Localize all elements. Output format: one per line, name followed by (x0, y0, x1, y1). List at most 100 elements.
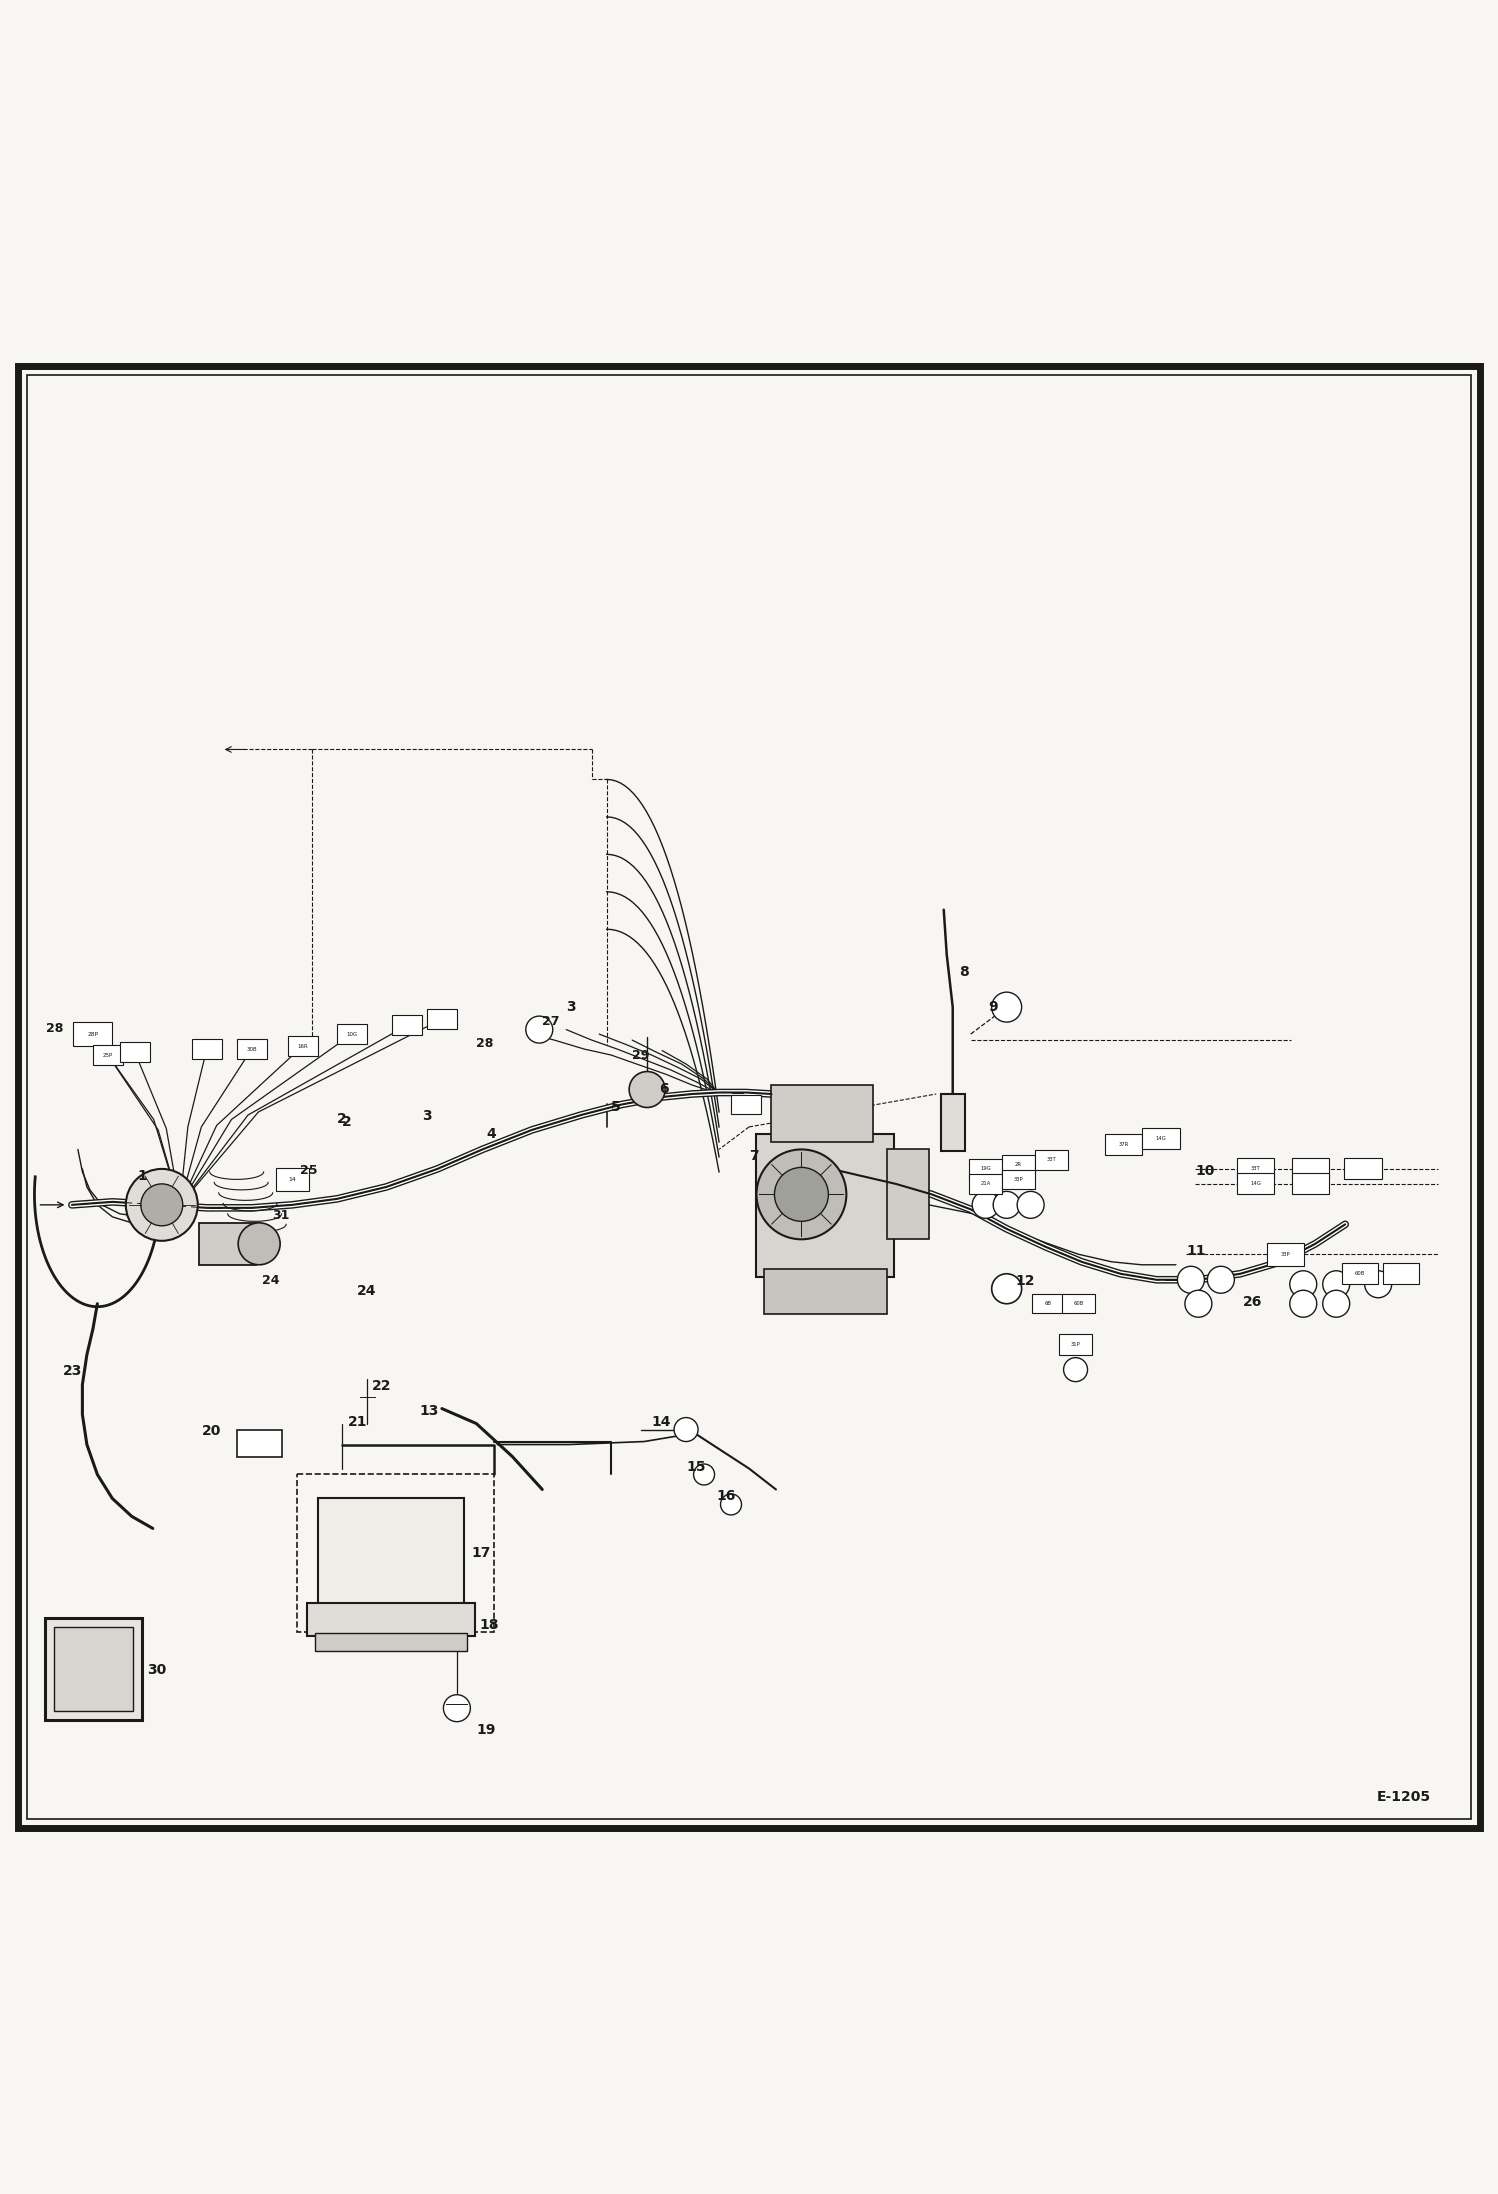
Text: 21A: 21A (981, 1180, 990, 1187)
Bar (315, 1632, 467, 1652)
Circle shape (721, 1494, 742, 1514)
Text: 27: 27 (542, 1014, 560, 1027)
Text: 23: 23 (63, 1365, 82, 1378)
Circle shape (992, 992, 1022, 1022)
Bar (237, 1430, 282, 1457)
Text: 25P: 25P (103, 1053, 112, 1058)
Bar (731, 1095, 761, 1115)
Circle shape (993, 1191, 1020, 1218)
Bar (1342, 1264, 1378, 1283)
Text: 2: 2 (337, 1112, 348, 1126)
Bar (73, 1022, 112, 1047)
Text: 22: 22 (372, 1378, 391, 1393)
Bar (1059, 1334, 1092, 1354)
Text: 10G: 10G (346, 1031, 358, 1036)
Text: 14: 14 (652, 1415, 671, 1428)
Bar (45, 1619, 142, 1720)
Bar (941, 1095, 965, 1152)
Text: 19G: 19G (980, 1167, 992, 1172)
Bar (1002, 1154, 1035, 1174)
Text: 12: 12 (1016, 1275, 1035, 1288)
Bar (1002, 1169, 1035, 1189)
Circle shape (238, 1222, 280, 1264)
Text: 1: 1 (138, 1169, 148, 1183)
Text: 21: 21 (348, 1415, 367, 1428)
Text: 6: 6 (659, 1082, 668, 1097)
Bar (1383, 1264, 1419, 1283)
Bar (1291, 1174, 1330, 1194)
Text: 16R: 16R (297, 1044, 309, 1049)
Bar (1345, 1158, 1383, 1180)
Circle shape (526, 1016, 553, 1042)
Bar (192, 1040, 222, 1060)
Text: 25: 25 (300, 1165, 318, 1178)
Circle shape (443, 1694, 470, 1722)
Text: 2R: 2R (1016, 1163, 1022, 1167)
Circle shape (1017, 1191, 1044, 1218)
Text: 33P: 33P (1014, 1176, 1023, 1183)
Text: 24: 24 (357, 1283, 376, 1299)
Text: 33T: 33T (1047, 1158, 1056, 1163)
Bar (427, 1009, 457, 1029)
Text: 28P: 28P (87, 1031, 99, 1036)
Bar (1291, 1158, 1330, 1180)
Text: 10: 10 (1195, 1165, 1215, 1178)
Bar (771, 1086, 873, 1141)
Text: 15: 15 (686, 1459, 706, 1474)
Text: 14G: 14G (1155, 1136, 1167, 1141)
Text: 11: 11 (1186, 1244, 1206, 1257)
Bar (120, 1042, 150, 1062)
Bar (276, 1167, 309, 1191)
Text: 2: 2 (342, 1115, 352, 1130)
Bar (764, 1270, 887, 1314)
Text: 24: 24 (262, 1275, 280, 1286)
Bar (93, 1044, 123, 1064)
Text: 3: 3 (566, 1000, 575, 1014)
Circle shape (1177, 1266, 1204, 1292)
Bar (1032, 1294, 1065, 1314)
Circle shape (1207, 1266, 1234, 1292)
Bar (969, 1158, 1002, 1178)
Text: 14G: 14G (1249, 1180, 1261, 1187)
Text: 17: 17 (472, 1547, 491, 1560)
Circle shape (674, 1417, 698, 1441)
Bar (307, 1604, 475, 1637)
Circle shape (972, 1191, 999, 1218)
Bar (1035, 1150, 1068, 1169)
Bar (1236, 1158, 1273, 1180)
Bar (1106, 1134, 1143, 1156)
Text: 18: 18 (479, 1619, 499, 1632)
Text: 31: 31 (273, 1209, 291, 1222)
Text: 5: 5 (611, 1099, 622, 1115)
Text: 20: 20 (202, 1424, 222, 1437)
Bar (392, 1016, 422, 1036)
Text: 33P: 33P (1281, 1253, 1290, 1257)
Text: 28: 28 (476, 1038, 494, 1051)
Text: 30: 30 (147, 1663, 166, 1676)
Text: 9: 9 (989, 1000, 998, 1014)
Text: 19: 19 (476, 1722, 496, 1738)
Text: 16: 16 (716, 1490, 736, 1503)
Circle shape (1290, 1270, 1317, 1297)
Text: 14: 14 (288, 1176, 297, 1183)
Circle shape (1323, 1270, 1350, 1297)
Bar (1143, 1128, 1180, 1150)
Text: 28: 28 (45, 1022, 63, 1036)
Text: 60B: 60B (1074, 1301, 1083, 1305)
Circle shape (1064, 1358, 1088, 1382)
Text: 26: 26 (1243, 1294, 1263, 1310)
Circle shape (992, 1275, 1022, 1303)
Bar (297, 1474, 494, 1632)
Text: 3: 3 (422, 1108, 431, 1123)
Bar (237, 1040, 267, 1060)
Text: 33T: 33T (1251, 1167, 1260, 1172)
Text: 4: 4 (487, 1128, 497, 1141)
Circle shape (774, 1167, 828, 1222)
Circle shape (1290, 1290, 1317, 1316)
Bar (887, 1150, 929, 1240)
Circle shape (1185, 1290, 1212, 1316)
Text: 29: 29 (632, 1049, 650, 1062)
Text: E-1205: E-1205 (1377, 1790, 1431, 1803)
Circle shape (629, 1071, 665, 1108)
Text: 60B: 60B (1356, 1270, 1365, 1277)
